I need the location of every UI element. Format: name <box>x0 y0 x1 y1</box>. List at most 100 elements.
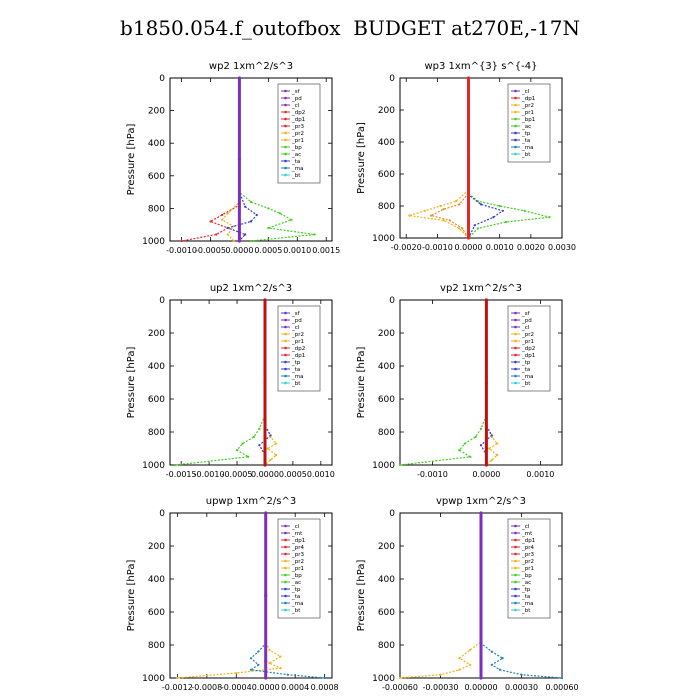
data-point <box>476 200 479 203</box>
data-point <box>469 648 472 652</box>
legend-marker <box>284 538 287 542</box>
x-tick-label: -0.0010 <box>417 470 448 479</box>
x-tick-label: 0.0008 <box>311 683 339 692</box>
data-point <box>469 455 472 458</box>
chart-title: wp2 1xm^2/s^3 <box>209 61 293 72</box>
legend-entry: _pr1 <box>291 566 304 572</box>
chart-title: wp3 1xm^{3} s^{-4} <box>424 61 537 72</box>
data-point <box>241 442 244 445</box>
data-point <box>269 434 272 437</box>
legend-entry: _cl <box>291 325 300 331</box>
legend-marker <box>284 138 287 142</box>
y-tick-label: 0 <box>159 509 165 519</box>
y-tick-label: 400 <box>148 139 165 149</box>
data-point <box>439 204 442 208</box>
legend-entry: _pr2 <box>291 332 304 338</box>
legend-entry: _pr1 <box>291 138 304 144</box>
legend-marker <box>514 117 517 121</box>
y-tick-label: 400 <box>378 138 395 148</box>
data-point <box>474 435 477 439</box>
legend-marker <box>514 360 517 364</box>
x-tick-label: 0.0005 <box>279 470 307 479</box>
legend-entry: _ta <box>521 138 530 144</box>
x-tick-label: 0.0015 <box>312 246 340 255</box>
data-point <box>275 454 278 457</box>
x-tick-label: -0.0010 <box>422 243 453 252</box>
data-point <box>479 203 483 206</box>
legend-entry: _tp <box>521 360 531 366</box>
data-point <box>479 444 483 447</box>
x-tick-label: 0.0000 <box>225 246 253 255</box>
legend-entry: _dp1 <box>291 353 305 359</box>
data-point <box>458 203 461 206</box>
data-point <box>257 650 260 653</box>
legend-entry: _pd <box>521 318 532 324</box>
x-tick-label: 0.00000 <box>464 683 497 692</box>
data-point <box>504 220 508 224</box>
data-point <box>479 593 483 598</box>
legend-marker <box>514 531 517 535</box>
x-tick-label: -0.0005 <box>222 470 253 479</box>
data-point <box>263 298 267 302</box>
legend-entry: _pr3 <box>291 552 305 558</box>
legend-marker <box>514 545 517 549</box>
data-point <box>463 442 466 445</box>
data-point <box>275 442 278 445</box>
data-point <box>232 225 235 228</box>
legend-entry: _mt <box>521 531 533 537</box>
data-point <box>252 435 255 439</box>
legend-marker <box>284 166 287 170</box>
y-tick-label: 800 <box>378 202 395 212</box>
legend-marker <box>284 131 287 135</box>
data-point <box>501 209 504 212</box>
data-point <box>496 454 499 457</box>
x-tick-label: -0.0012 <box>162 683 193 692</box>
series-line-bp <box>238 78 315 242</box>
y-tick-label: 800 <box>148 641 165 651</box>
chart-title: vp2 1xm^2/s^3 <box>440 283 522 294</box>
data-point <box>423 209 427 212</box>
data-point <box>220 218 224 221</box>
legend-entry: _ta <box>291 159 300 165</box>
data-point <box>548 216 551 219</box>
data-point <box>479 659 483 664</box>
legend-entry: _ma <box>521 601 533 607</box>
x-tick-label: 0.00060 <box>545 683 578 692</box>
data-point <box>476 227 479 230</box>
legend-marker <box>514 559 517 563</box>
data-point <box>398 463 402 467</box>
data-point <box>269 458 272 462</box>
data-point <box>442 208 445 211</box>
data-point <box>249 657 253 660</box>
legend-marker <box>284 311 287 315</box>
x-tick-label: -0.0008 <box>191 683 222 692</box>
legend-entry: _dp2 <box>291 110 305 116</box>
x-tick-label: 0.0000 <box>251 470 279 479</box>
legend-marker <box>514 103 517 107</box>
series-line-dp2 <box>175 300 266 466</box>
data-point <box>267 226 270 230</box>
legend-entry: _ma <box>291 374 303 380</box>
data-point <box>488 447 491 450</box>
data-point <box>268 662 271 665</box>
legend-entry: _sf <box>291 311 301 317</box>
data-point <box>442 219 445 222</box>
legend-marker <box>514 110 517 114</box>
legend-entry: _ta <box>291 594 300 600</box>
data-point <box>439 673 442 676</box>
y-tick-label: 600 <box>378 170 395 180</box>
legend-entry: _pr1 <box>521 339 534 345</box>
legend-marker <box>284 110 287 114</box>
legend-entry: _cl <box>521 325 530 331</box>
y-tick-label: 0 <box>389 296 395 306</box>
legend-entry: _ac <box>521 124 531 130</box>
data-point <box>235 449 239 452</box>
legend-marker <box>284 559 287 563</box>
legend-marker <box>514 145 517 149</box>
x-tick-label: 0.0020 <box>517 243 545 252</box>
legend-entry: _cl <box>291 103 300 109</box>
data-point <box>466 236 471 240</box>
legend-marker <box>284 594 287 598</box>
x-tick-label: 0.0004 <box>281 683 309 692</box>
chart-panel-4: upwp 1xm^2/s^3 Pressure [hPa] 0 200 400 600 80… <box>126 496 339 692</box>
